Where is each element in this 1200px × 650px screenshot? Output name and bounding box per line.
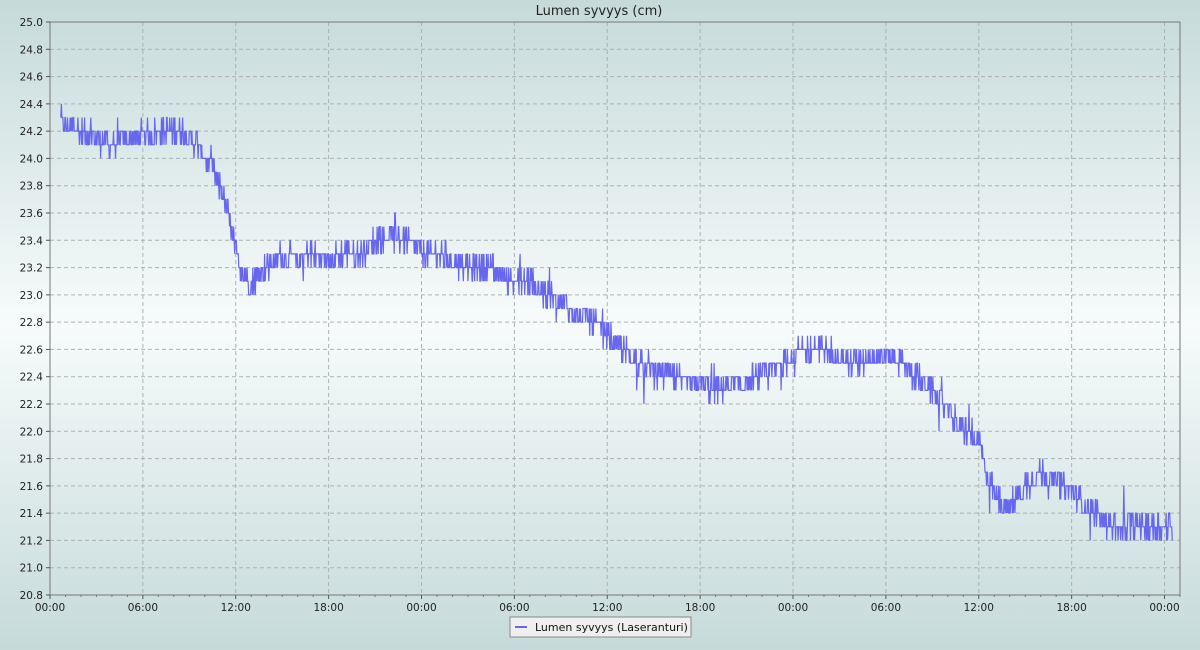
y-tick-label: 21.8 (20, 454, 43, 466)
y-tick-label: 23.4 (20, 235, 44, 247)
x-tick-label: 12:00 (964, 602, 994, 614)
series-line (60, 103, 1173, 541)
y-tick-label: 24.2 (20, 126, 43, 138)
y-tick-label: 24.0 (20, 153, 43, 165)
y-tick-label: 24.6 (20, 72, 44, 84)
x-tick-label: 00:00 (1149, 602, 1179, 614)
y-tick-label: 22.2 (20, 399, 43, 411)
y-tick-label: 24.8 (20, 44, 43, 56)
legend-box (509, 616, 692, 638)
x-tick-label: 18:00 (1057, 602, 1087, 614)
y-tick-label: 22.0 (20, 426, 43, 438)
y-tick-label: 24.4 (20, 99, 44, 111)
series-layer (60, 103, 1173, 541)
y-tick-label: 21.4 (20, 508, 44, 520)
x-tick-label: 06:00 (499, 602, 529, 614)
y-tick-label: 21.2 (20, 535, 43, 547)
x-tick-label: 06:00 (128, 602, 158, 614)
legend: Lumen syvyys (Laseranturi) (509, 616, 692, 638)
y-tick-label: 20.8 (20, 590, 43, 602)
y-tick-label: 23.8 (20, 181, 43, 193)
x-tick-label: 18:00 (685, 602, 715, 614)
y-tick-label: 22.8 (20, 317, 43, 329)
plot-frame (49, 21, 1181, 596)
y-axis: 20.8 21.0 21.2 21.4 21.6 21.8 22.0 22.2 22.4 22.6… (20, 17, 50, 602)
y-tick-label: 23.2 (20, 263, 43, 275)
x-tick-label: 00:00 (406, 602, 436, 614)
x-tick-label: 12:00 (592, 602, 622, 614)
x-tick-label: 00:00 (35, 602, 65, 614)
y-tick-label: 23.6 (20, 208, 44, 220)
x-tick-label: 18:00 (313, 602, 343, 614)
y-tick-label: 25.0 (20, 17, 43, 29)
chart-title: Lumen syvyys (cm) (536, 4, 663, 19)
x-axis: 00:00 06:00 12:00 18:00 00:00 06:00 12:00 18:00… (35, 595, 1181, 614)
legend-label: Lumen syvyys (Laseranturi) (535, 621, 688, 634)
x-tick-label: 06:00 (871, 602, 901, 614)
x-tick-label: 12:00 (221, 602, 251, 614)
x-tick-label: 00:00 (778, 602, 808, 614)
y-tick-label: 21.0 (20, 563, 43, 575)
y-tick-label: 22.6 (20, 344, 44, 356)
y-tick-label: 21.6 (20, 481, 44, 493)
y-tick-label: 22.4 (20, 372, 44, 384)
y-tick-label: 23.0 (20, 290, 43, 302)
